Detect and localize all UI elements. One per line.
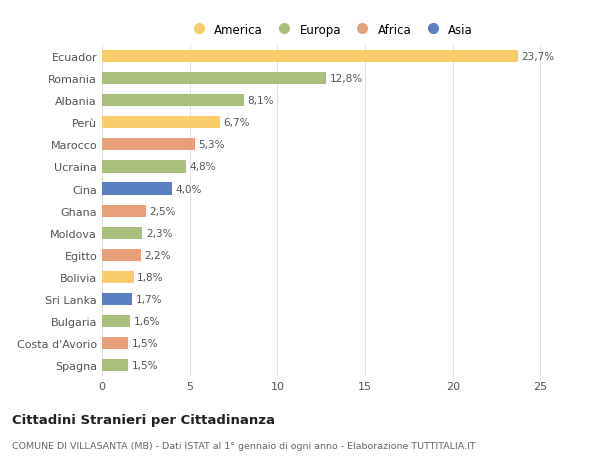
Legend: America, Europa, Africa, Asia: America, Europa, Africa, Asia [182, 19, 478, 41]
Bar [102, 271, 134, 283]
Text: 1,7%: 1,7% [136, 294, 162, 304]
Text: 4,0%: 4,0% [176, 184, 202, 194]
Bar [102, 95, 244, 107]
Bar [102, 117, 220, 129]
Text: 1,8%: 1,8% [137, 272, 164, 282]
Bar [102, 161, 186, 173]
Bar [102, 139, 195, 151]
Text: 6,7%: 6,7% [223, 118, 250, 128]
Text: 5,3%: 5,3% [199, 140, 225, 150]
Bar [102, 293, 132, 305]
Text: 12,8%: 12,8% [330, 74, 363, 84]
Bar [102, 337, 128, 349]
Text: 1,5%: 1,5% [132, 360, 158, 370]
Text: 1,6%: 1,6% [134, 316, 160, 326]
Text: 8,1%: 8,1% [248, 96, 274, 106]
Text: 23,7%: 23,7% [521, 52, 554, 62]
Bar [102, 249, 140, 261]
Bar [102, 183, 172, 195]
Text: 2,5%: 2,5% [149, 206, 176, 216]
Text: COMUNE DI VILLASANTA (MB) - Dati ISTAT al 1° gennaio di ogni anno - Elaborazione: COMUNE DI VILLASANTA (MB) - Dati ISTAT a… [12, 441, 476, 450]
Bar [102, 51, 518, 63]
Bar [102, 205, 146, 217]
Bar [102, 73, 326, 85]
Bar [102, 227, 142, 239]
Text: 2,3%: 2,3% [146, 228, 172, 238]
Text: 1,5%: 1,5% [132, 338, 158, 348]
Text: 4,8%: 4,8% [190, 162, 216, 172]
Text: Cittadini Stranieri per Cittadinanza: Cittadini Stranieri per Cittadinanza [12, 413, 275, 426]
Bar [102, 359, 128, 371]
Text: 2,2%: 2,2% [144, 250, 170, 260]
Bar [102, 315, 130, 327]
